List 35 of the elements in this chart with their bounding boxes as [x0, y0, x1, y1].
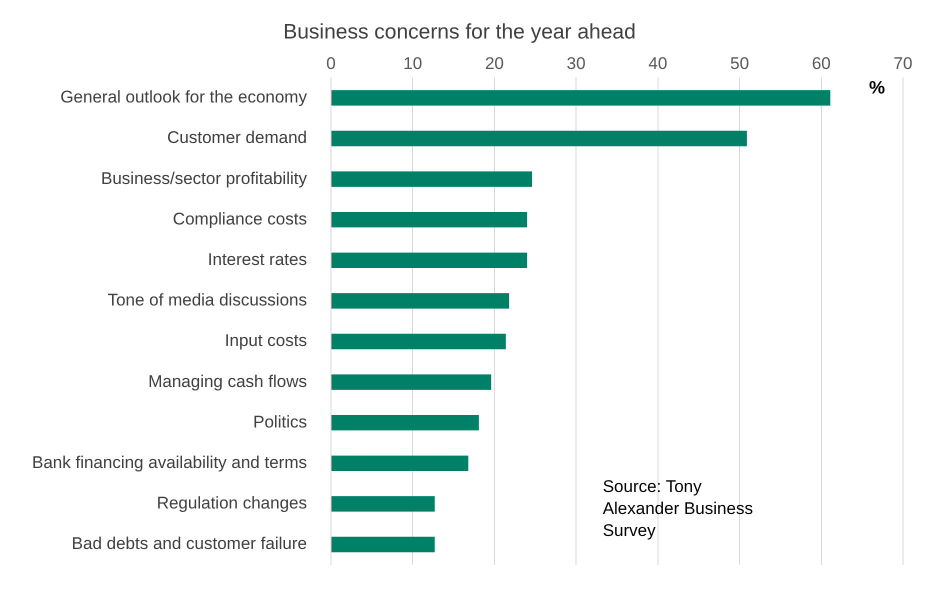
y-tick-label: Customer demand: [167, 128, 307, 148]
bar: [331, 456, 468, 472]
y-tick-label: Tone of media discussions: [108, 290, 307, 310]
bar: [331, 171, 532, 187]
bar: [331, 252, 528, 268]
bar: [331, 334, 506, 350]
chart-title: Business concerns for the year ahead: [283, 20, 636, 44]
x-axis-title: %: [868, 78, 885, 98]
bar: [331, 90, 830, 106]
x-tick-label: 40: [648, 54, 668, 74]
y-tick-label: Regulation changes: [156, 494, 307, 513]
y-tick-label: Compliance costs: [172, 209, 307, 228]
y-tick-label: Interest rates: [208, 250, 307, 269]
x-tick-label: 50: [730, 54, 750, 74]
y-tick-label: Bank financing availability and terms: [32, 452, 307, 472]
x-tick-label: 30: [566, 54, 586, 74]
x-tick-label: 0: [326, 54, 336, 74]
bar: [331, 536, 435, 552]
x-tick-label: 70: [894, 54, 912, 74]
x-tick-label: 60: [812, 54, 831, 74]
y-tick-label: General outlook for the economy: [60, 88, 308, 107]
y-tick-label: Business/sector profitability: [100, 168, 308, 188]
y-tick-label: Bad debts and customer failure: [72, 534, 307, 554]
bar: [331, 414, 479, 430]
y-tick-label: Input costs: [224, 331, 307, 350]
annotation: Source: Tony Alexander Business Survey: [602, 476, 753, 540]
bar: [331, 293, 510, 309]
x-tick-label: 10: [403, 54, 422, 74]
x-tick-label: 20: [484, 54, 504, 74]
bar: [331, 496, 435, 512]
y-tick-label: Managing cash flows: [148, 372, 307, 391]
y-tick-label: Politics: [253, 412, 307, 432]
bar: [331, 374, 492, 390]
bar: [331, 130, 747, 146]
bar: [331, 212, 528, 228]
